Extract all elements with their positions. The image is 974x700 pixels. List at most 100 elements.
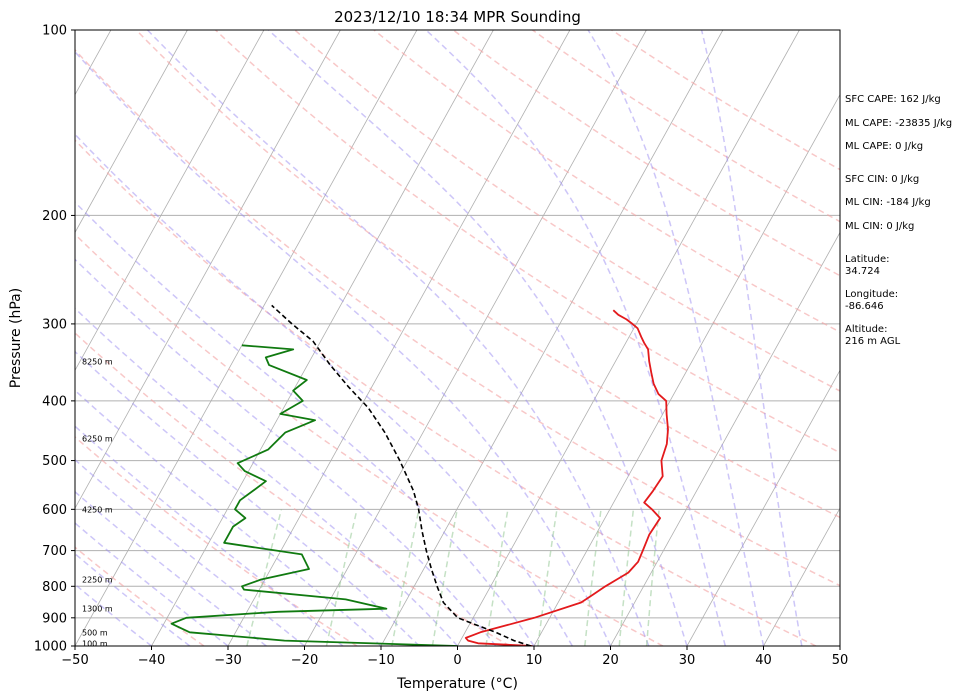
x-tick-label: 40: [755, 653, 772, 668]
dry-adiabat-line: [75, 331, 511, 646]
altitude-label: 2250 m: [82, 576, 113, 585]
isotherm-line: [380, 30, 724, 646]
dry-adiabat-line: [75, 139, 817, 646]
y-tick-label: 900: [42, 611, 67, 626]
moist-adiabat-line: [75, 350, 420, 646]
altitude-label: 1300 m: [82, 605, 113, 614]
y-tick-label: 400: [42, 394, 67, 409]
x-tick-label: −20: [291, 653, 318, 668]
dry-adiabat-line: [75, 48, 840, 587]
altitude-markers: 100 m 500 m 1300 m 2250 m 4250 m 6250 m 8250 m: [82, 357, 113, 648]
x-tick-label: −30: [214, 653, 241, 668]
altitude-label: 8250 m: [82, 357, 113, 366]
y-tick-label: 100: [42, 24, 67, 39]
y-tick-label: 800: [42, 580, 67, 595]
x-tick-label: 10: [526, 653, 543, 668]
dry-adiabat-line: [75, 546, 205, 646]
isotherm-line: [151, 30, 494, 646]
stat-annotation: 34.724: [845, 266, 880, 277]
moist-adiabat-line: [75, 258, 497, 646]
isotherm-line: [75, 30, 418, 646]
mixing-ratio-line: [431, 509, 459, 646]
mixing-ratio-line: [246, 509, 283, 646]
dewpoint-profile-line: [170, 344, 458, 646]
dry-adiabat-line: [214, 30, 840, 454]
stat-annotation: SFC CIN: 0 J/kg: [845, 174, 919, 185]
moist-adiabat-line: [75, 50, 612, 646]
series-layer: [170, 304, 669, 646]
x-tick-label: 20: [602, 653, 619, 668]
dry-adiabat-line: [135, 30, 840, 519]
isotherm-line: [227, 30, 571, 646]
x-tick-label: 30: [679, 653, 696, 668]
mixing-ratio-line: [485, 509, 509, 646]
moist-adiabat-line: [267, 30, 688, 646]
moist-adiabat-line: [75, 552, 191, 646]
x-tick-label: 50: [832, 653, 849, 668]
moist-adiabat-line: [75, 490, 267, 646]
temperature-profile-line: [464, 309, 669, 646]
x-tick-label: −50: [61, 653, 88, 668]
stat-annotation: ML CAPE: 0 J/kg: [845, 141, 923, 152]
moist-adiabat-line: [75, 425, 344, 646]
isotherm-line: [75, 30, 265, 372]
y-tick-label: 1000: [34, 640, 67, 655]
moist-adiabat-line: [587, 30, 765, 646]
y-tick-label: 600: [42, 503, 67, 518]
dry-adiabat-line: [75, 233, 664, 646]
isotherm-line: [533, 93, 840, 646]
isotherm-line: [610, 231, 840, 646]
moist-adiabat-line: [425, 30, 727, 646]
parcel-path-line: [271, 304, 532, 646]
stat-annotation: Longitude:: [845, 289, 898, 300]
x-axis-ticks: −50 −40 −30 −20 −10 0 10 20 30 40 50: [61, 646, 848, 668]
stat-annotation: ML CAPE: -23835 J/kg: [845, 118, 952, 129]
stat-annotation: 216 m AGL: [845, 336, 901, 347]
mixing-ratio-line: [325, 509, 358, 646]
stat-annotation: -86.646: [845, 301, 884, 312]
stat-annotation: ML CIN: 0 J/kg: [845, 221, 914, 232]
y-axis-ticks: 100 200 300 400 500 600 700 800 900 1000: [34, 24, 75, 655]
y-tick-label: 500: [42, 454, 67, 469]
stat-annotation: Latitude:: [845, 254, 890, 265]
chart-title: 2023/12/10 18:34 MPR Sounding: [334, 8, 581, 26]
stat-annotation: SFC CAPE: 162 J/kg: [845, 94, 941, 105]
sounding-stats: SFC CAPE: 162 J/kg ML CAPE: -23835 J/kg ML…: [845, 94, 952, 347]
y-tick-label: 700: [42, 544, 67, 559]
x-tick-label: −10: [367, 653, 394, 668]
background-lines: [75, 30, 840, 646]
isotherm-line: [304, 30, 647, 646]
dry-adiabat-line: [373, 30, 840, 333]
x-tick-label: −40: [138, 653, 165, 668]
isotherm-line: [686, 369, 840, 646]
dry-adiabat-line: [75, 436, 358, 646]
x-axis-label: Temperature (°C): [396, 676, 518, 692]
mixing-ratio-line: [537, 509, 558, 646]
altitude-label: 500 m: [82, 628, 108, 637]
y-tick-label: 300: [42, 317, 67, 332]
y-tick-label: 200: [42, 209, 67, 224]
mixing-ratio-line: [584, 509, 602, 646]
mixing-ratio-line: [391, 509, 420, 646]
moist-adiabat-line: [75, 458, 305, 646]
y-axis-label: Pressure (hPa): [8, 288, 24, 388]
altitude-label: 100 m: [82, 639, 108, 648]
moist-adiabat-line: [75, 307, 459, 646]
isotherm-line: [75, 30, 341, 509]
moist-adiabat-line: [75, 522, 229, 646]
x-tick-label: 0: [453, 653, 461, 668]
isotherm-line: [457, 30, 800, 646]
moist-adiabat-line: [75, 201, 535, 646]
isotherm-line: [763, 507, 840, 646]
stat-annotation: ML CIN: -184 J/kg: [845, 197, 931, 208]
moist-adiabat-line: [146, 30, 650, 646]
moist-adiabat-line: [75, 389, 382, 646]
stat-annotation: Altitude:: [845, 324, 887, 335]
isotherm-line: [75, 30, 188, 234]
altitude-label: 4250 m: [82, 505, 113, 514]
moist-adiabat-line: [700, 30, 803, 646]
dry-adiabat-line: [294, 30, 840, 392]
moist-adiabat-line: [75, 133, 573, 646]
